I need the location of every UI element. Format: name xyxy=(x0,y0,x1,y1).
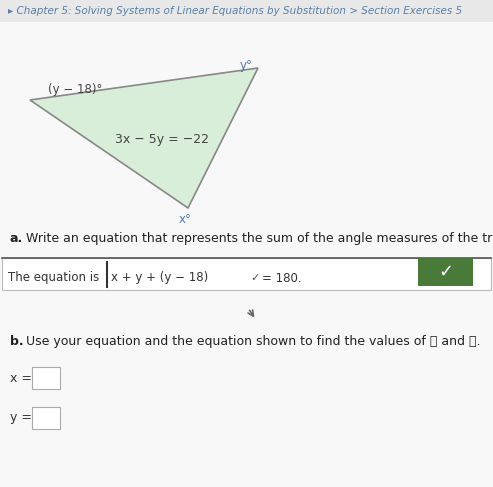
Text: x =: x = xyxy=(10,372,32,385)
Text: x°: x° xyxy=(178,213,191,226)
Text: = 180.: = 180. xyxy=(262,271,302,284)
Text: ▸ Chapter 5: Solving Systems of Linear Equations by Substitution > Section Exerc: ▸ Chapter 5: Solving Systems of Linear E… xyxy=(8,6,462,16)
Text: The equation is: The equation is xyxy=(8,271,103,284)
Text: 3x − 5y = −22: 3x − 5y = −22 xyxy=(115,133,209,147)
Polygon shape xyxy=(30,68,258,208)
Text: Use your equation and the equation shown to find the values of ᶇ and ᶆ.: Use your equation and the equation shown… xyxy=(22,335,481,348)
FancyBboxPatch shape xyxy=(32,367,60,389)
FancyBboxPatch shape xyxy=(32,407,60,429)
Text: y =: y = xyxy=(10,412,32,425)
Text: (y − 18)°: (y − 18)° xyxy=(48,83,103,96)
Text: y°: y° xyxy=(240,59,253,72)
FancyBboxPatch shape xyxy=(0,22,493,487)
Text: x + y + (y − 18): x + y + (y − 18) xyxy=(111,271,208,284)
Text: Write an equation that represents the sum of the angle measures of the triangle.: Write an equation that represents the su… xyxy=(22,232,493,245)
Text: ✓: ✓ xyxy=(438,263,453,281)
Text: a.: a. xyxy=(10,232,23,245)
Text: b.: b. xyxy=(10,335,24,348)
Text: ✓: ✓ xyxy=(250,273,259,283)
FancyBboxPatch shape xyxy=(418,258,473,286)
FancyBboxPatch shape xyxy=(0,0,493,22)
FancyBboxPatch shape xyxy=(2,258,491,290)
